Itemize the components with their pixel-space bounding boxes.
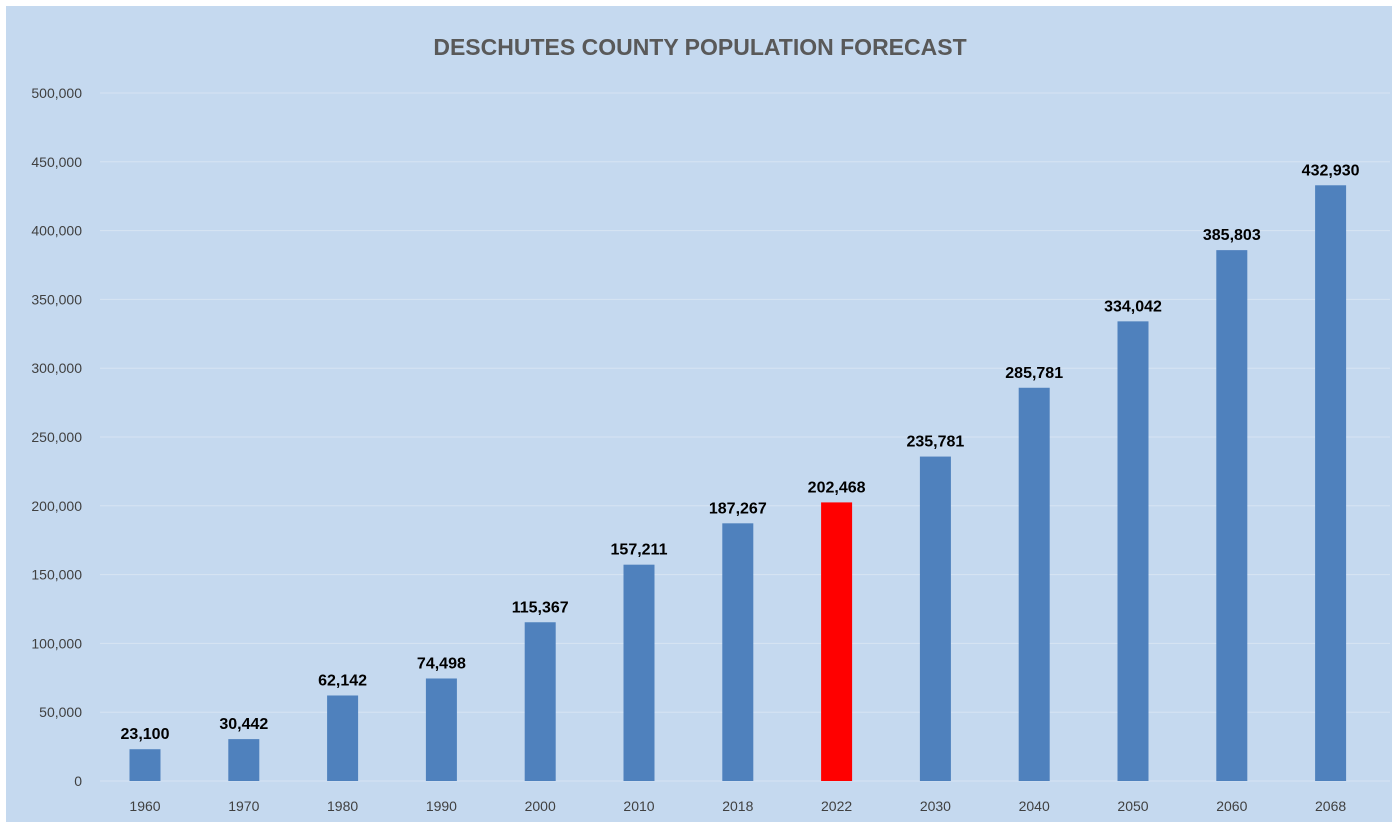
y-tick-label: 0 [74, 773, 82, 789]
x-tick-label-2010: 2010 [623, 798, 654, 814]
bar-1970 [228, 739, 260, 781]
y-tick-label: 100,000 [31, 635, 82, 651]
bar-2018 [722, 523, 754, 781]
data-label-2000: 115,367 [512, 599, 569, 616]
bar-2050 [1117, 321, 1149, 781]
y-tick-label: 500,000 [31, 85, 82, 101]
x-tick-label-1970: 1970 [228, 798, 259, 814]
data-label-2040: 285,781 [1005, 365, 1063, 382]
x-tick-label-2068: 2068 [1315, 798, 1346, 814]
bars [129, 185, 1347, 781]
y-tick-label: 300,000 [31, 360, 82, 376]
bar-2040 [1018, 387, 1050, 781]
data-label-1990: 74,498 [417, 655, 466, 672]
data-label-1960: 23,100 [121, 726, 170, 743]
bar-2030 [919, 456, 951, 781]
chart-background [6, 6, 1392, 822]
y-tick-label: 400,000 [31, 223, 82, 239]
bar-1980 [327, 695, 359, 781]
bar-2060 [1216, 250, 1248, 781]
x-tick-label-1960: 1960 [129, 798, 160, 814]
data-label-2010: 157,211 [611, 542, 668, 559]
y-tick-label: 350,000 [31, 291, 82, 307]
y-tick-label: 450,000 [31, 154, 82, 170]
x-tick-label-2060: 2060 [1216, 798, 1247, 814]
data-label-2022: 202,468 [808, 479, 866, 496]
x-tick-label-2050: 2050 [1117, 798, 1148, 814]
x-tick-label-2018: 2018 [722, 798, 753, 814]
bar-2010 [623, 564, 655, 781]
y-tick-label: 250,000 [31, 429, 82, 445]
bar-2068 [1315, 185, 1347, 781]
y-tick-label: 50,000 [39, 704, 82, 720]
data-labels: 23,100 30,442 62,142 74,498 115,367 157,211 18… [121, 162, 1360, 743]
bar-2000 [524, 622, 556, 781]
chart-title: DESCHUTES COUNTY POPULATION FORECAST [433, 34, 966, 60]
data-label-2068: 432,930 [1302, 162, 1360, 179]
x-tick-label-2030: 2030 [920, 798, 951, 814]
bar-1990 [425, 678, 457, 781]
data-label-1980: 62,142 [318, 672, 367, 689]
y-tick-label: 200,000 [31, 498, 82, 514]
data-label-2050: 334,042 [1104, 298, 1162, 315]
data-label-1970: 30,442 [219, 716, 268, 733]
data-label-2060: 385,803 [1203, 227, 1261, 244]
x-tick-label-1990: 1990 [426, 798, 457, 814]
bar-1960 [129, 749, 161, 781]
data-label-2018: 187,267 [709, 500, 767, 517]
y-axis-tick-labels: 0 50,000 100,000 150,000 200,000 250,000 300,0… [31, 85, 82, 789]
x-axis-tick-labels: 1960 1970 1980 1990 2000 2010 2018 2022 2030 2040… [129, 798, 1346, 814]
x-tick-label-2022: 2022 [821, 798, 852, 814]
x-tick-label-2040: 2040 [1019, 798, 1050, 814]
x-tick-label-2000: 2000 [525, 798, 556, 814]
y-tick-label: 150,000 [31, 567, 82, 583]
data-label-2030: 235,781 [906, 434, 964, 451]
x-tick-label-1980: 1980 [327, 798, 358, 814]
bar-2022 [821, 502, 853, 781]
